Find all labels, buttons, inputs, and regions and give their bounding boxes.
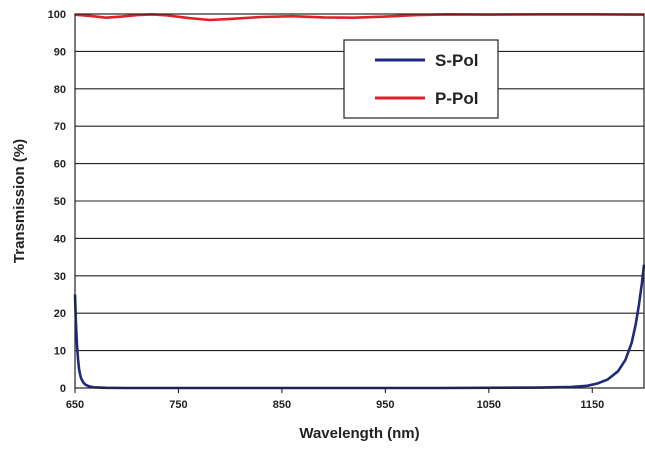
y-axis-label: Transmission (%) xyxy=(11,139,28,263)
legend-entry-s-pol: S-Pol xyxy=(435,51,478,70)
plot-frame xyxy=(74,13,645,389)
x-tick-1150: 1150 xyxy=(580,399,604,411)
series-line-s-pol xyxy=(73,264,645,390)
y-tick-100: 100 xyxy=(48,9,66,21)
y-tick-20: 20 xyxy=(54,308,66,320)
x-tick-650: 650 xyxy=(66,399,84,411)
x-tick-labels: 650 750 850 950 1050 1150 xyxy=(66,399,604,411)
series-line-p-pol xyxy=(74,13,645,22)
x-tick-750: 750 xyxy=(169,399,187,411)
legend-box xyxy=(343,39,499,119)
y-tick-80: 80 xyxy=(54,84,66,96)
x-tick-950: 950 xyxy=(376,399,394,411)
y-tick-10: 10 xyxy=(54,346,66,358)
x-axis-label: Wavelength (nm) xyxy=(299,425,419,442)
legend: S-Pol P-Pol xyxy=(343,39,499,119)
y-tick-90: 90 xyxy=(54,46,66,58)
legend-entry-p-pol: P-Pol xyxy=(435,89,478,108)
y-tick-60: 60 xyxy=(54,159,66,171)
y-tick-30: 30 xyxy=(54,271,66,283)
y-tick-40: 40 xyxy=(54,233,66,245)
x-tick-850: 850 xyxy=(273,399,291,411)
x-tick-1050: 1050 xyxy=(477,399,501,411)
y-tick-70: 70 xyxy=(54,121,66,133)
y-tick-0: 0 xyxy=(60,383,66,395)
y-tick-labels: 0 10 20 30 40 50 60 70 80 90 100 xyxy=(48,9,66,395)
y-tick-50: 50 xyxy=(54,196,66,208)
